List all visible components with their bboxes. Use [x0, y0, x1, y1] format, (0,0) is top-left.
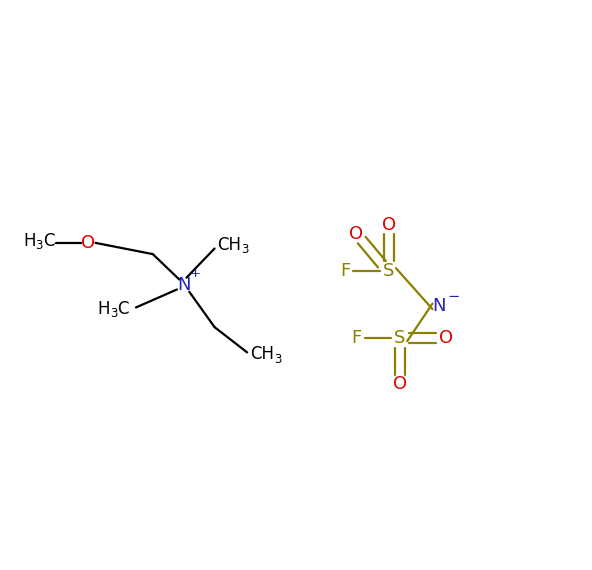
Text: −: − — [447, 289, 459, 304]
Text: C: C — [43, 232, 54, 250]
Text: 3: 3 — [36, 239, 43, 252]
Text: N: N — [433, 298, 446, 315]
Text: S: S — [394, 329, 406, 347]
Text: O: O — [81, 234, 95, 252]
Text: F: F — [340, 262, 350, 280]
Text: CH: CH — [217, 235, 242, 254]
Text: N: N — [177, 276, 191, 294]
Text: H: H — [98, 300, 110, 317]
Text: O: O — [439, 329, 453, 347]
Text: 3: 3 — [242, 243, 249, 256]
Text: +: + — [189, 267, 201, 280]
Text: C: C — [117, 300, 129, 317]
Text: F: F — [352, 329, 362, 347]
Text: O: O — [349, 226, 363, 243]
Text: O: O — [393, 376, 407, 393]
Text: CH: CH — [250, 345, 274, 363]
Text: H: H — [23, 232, 36, 250]
Text: S: S — [383, 262, 394, 280]
Text: O: O — [382, 216, 395, 234]
Text: 3: 3 — [110, 307, 117, 320]
Text: 3: 3 — [274, 353, 281, 365]
